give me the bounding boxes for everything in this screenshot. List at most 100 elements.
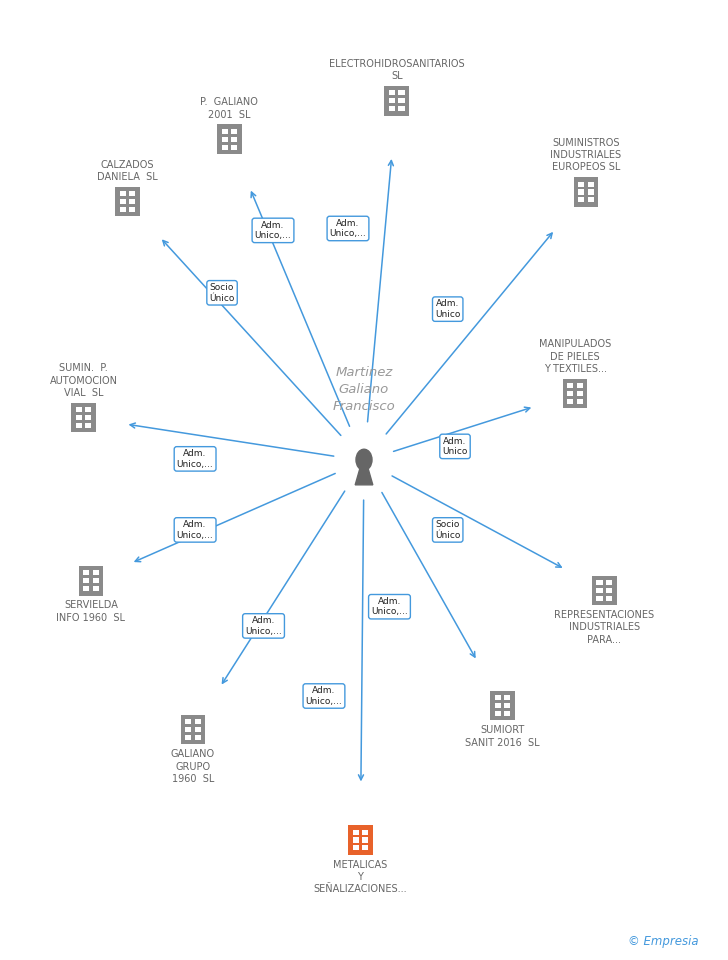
FancyBboxPatch shape xyxy=(398,98,405,104)
Text: SUMIORT
SANIT 2016  SL: SUMIORT SANIT 2016 SL xyxy=(465,725,539,748)
FancyBboxPatch shape xyxy=(83,587,90,591)
FancyBboxPatch shape xyxy=(577,383,583,388)
Text: Adm.
Unico,...: Adm. Unico,... xyxy=(306,686,342,706)
FancyBboxPatch shape xyxy=(129,207,135,212)
FancyBboxPatch shape xyxy=(185,735,191,740)
FancyBboxPatch shape xyxy=(494,703,501,708)
FancyBboxPatch shape xyxy=(587,198,594,203)
FancyBboxPatch shape xyxy=(231,136,237,142)
Text: GALIANO
GRUPO
1960  SL: GALIANO GRUPO 1960 SL xyxy=(171,749,215,784)
FancyBboxPatch shape xyxy=(221,136,228,142)
Text: METALICAS
Y
SEÑALIZACIONES...: METALICAS Y SEÑALIZACIONES... xyxy=(314,859,407,895)
FancyBboxPatch shape xyxy=(92,570,99,575)
FancyBboxPatch shape xyxy=(494,695,501,700)
FancyBboxPatch shape xyxy=(185,719,191,724)
FancyBboxPatch shape xyxy=(79,566,103,595)
FancyBboxPatch shape xyxy=(596,580,603,585)
FancyBboxPatch shape xyxy=(221,129,228,133)
FancyBboxPatch shape xyxy=(221,145,228,150)
FancyBboxPatch shape xyxy=(194,727,201,732)
FancyBboxPatch shape xyxy=(181,715,205,744)
Text: SUMINISTROS
INDUSTRIALES
EUROPEOS SL: SUMINISTROS INDUSTRIALES EUROPEOS SL xyxy=(550,137,622,173)
FancyBboxPatch shape xyxy=(596,588,603,593)
FancyBboxPatch shape xyxy=(504,703,510,708)
FancyBboxPatch shape xyxy=(504,711,510,716)
FancyBboxPatch shape xyxy=(185,727,191,732)
Text: SUMIN.  P.
AUTOMOCION
VIAL  SL: SUMIN. P. AUTOMOCION VIAL SL xyxy=(50,363,118,398)
Text: Socio
Único: Socio Único xyxy=(210,283,234,302)
FancyBboxPatch shape xyxy=(194,719,201,724)
FancyBboxPatch shape xyxy=(578,198,585,203)
Text: Adm.
Unico: Adm. Unico xyxy=(435,300,460,319)
FancyBboxPatch shape xyxy=(129,191,135,196)
FancyBboxPatch shape xyxy=(348,826,373,854)
FancyBboxPatch shape xyxy=(217,125,242,154)
FancyBboxPatch shape xyxy=(231,145,237,150)
FancyBboxPatch shape xyxy=(231,129,237,133)
FancyBboxPatch shape xyxy=(577,399,583,404)
FancyBboxPatch shape xyxy=(606,588,612,593)
Circle shape xyxy=(356,449,372,470)
FancyBboxPatch shape xyxy=(83,570,90,575)
Text: CALZADOS
DANIELA  SL: CALZADOS DANIELA SL xyxy=(97,159,158,182)
FancyBboxPatch shape xyxy=(494,711,501,716)
FancyBboxPatch shape xyxy=(194,735,201,740)
FancyBboxPatch shape xyxy=(92,587,99,591)
FancyBboxPatch shape xyxy=(83,578,90,584)
Text: P.  GALIANO
2001  SL: P. GALIANO 2001 SL xyxy=(200,97,258,120)
FancyBboxPatch shape xyxy=(587,189,594,195)
FancyBboxPatch shape xyxy=(352,846,359,851)
Text: MANIPULADOS
DE PIELES
Y TEXTILES...: MANIPULADOS DE PIELES Y TEXTILES... xyxy=(539,339,612,374)
FancyBboxPatch shape xyxy=(389,90,395,95)
Text: Socio
Único: Socio Único xyxy=(435,520,460,540)
Text: © Empresia: © Empresia xyxy=(628,935,699,948)
Text: Adm.
Unico,...: Adm. Unico,... xyxy=(245,616,282,636)
FancyBboxPatch shape xyxy=(76,423,82,428)
FancyBboxPatch shape xyxy=(567,383,574,388)
Text: Adm.
Unico,...: Adm. Unico,... xyxy=(371,597,408,616)
FancyBboxPatch shape xyxy=(606,596,612,601)
FancyBboxPatch shape xyxy=(563,379,587,408)
Text: Adm.
Unico,...: Adm. Unico,... xyxy=(255,221,291,240)
FancyBboxPatch shape xyxy=(606,580,612,585)
FancyBboxPatch shape xyxy=(119,199,126,204)
Text: Martinez
Galiano
Francisco: Martinez Galiano Francisco xyxy=(333,366,395,413)
FancyBboxPatch shape xyxy=(71,403,96,432)
Text: Adm.
Unico,...: Adm. Unico,... xyxy=(330,219,366,238)
FancyBboxPatch shape xyxy=(578,189,585,195)
FancyBboxPatch shape xyxy=(574,178,598,206)
FancyBboxPatch shape xyxy=(76,407,82,412)
Text: REPRESENTACIONES
INDUSTRIALES
PARA...: REPRESENTACIONES INDUSTRIALES PARA... xyxy=(554,610,654,645)
FancyBboxPatch shape xyxy=(587,181,594,186)
Text: ELECTROHIDROSANITARIOS
SL: ELECTROHIDROSANITARIOS SL xyxy=(329,59,464,82)
Text: Adm.
Unico,...: Adm. Unico,... xyxy=(177,449,213,468)
FancyBboxPatch shape xyxy=(352,837,359,843)
FancyBboxPatch shape xyxy=(398,107,405,111)
FancyBboxPatch shape xyxy=(362,829,368,834)
Text: Adm.
Unico,...: Adm. Unico,... xyxy=(177,520,213,540)
Polygon shape xyxy=(355,469,373,485)
FancyBboxPatch shape xyxy=(577,391,583,396)
FancyBboxPatch shape xyxy=(129,199,135,204)
FancyBboxPatch shape xyxy=(362,837,368,843)
FancyBboxPatch shape xyxy=(596,596,603,601)
FancyBboxPatch shape xyxy=(362,846,368,851)
FancyBboxPatch shape xyxy=(85,423,92,428)
Text: Adm.
Unico: Adm. Unico xyxy=(443,437,467,456)
FancyBboxPatch shape xyxy=(398,90,405,95)
FancyBboxPatch shape xyxy=(592,576,617,605)
FancyBboxPatch shape xyxy=(352,829,359,834)
FancyBboxPatch shape xyxy=(504,695,510,700)
Text: SERVIELDA
INFO 1960  SL: SERVIELDA INFO 1960 SL xyxy=(57,600,125,623)
FancyBboxPatch shape xyxy=(85,407,92,412)
FancyBboxPatch shape xyxy=(115,187,140,216)
FancyBboxPatch shape xyxy=(85,415,92,420)
FancyBboxPatch shape xyxy=(567,391,574,396)
FancyBboxPatch shape xyxy=(389,98,395,104)
FancyBboxPatch shape xyxy=(119,207,126,212)
FancyBboxPatch shape xyxy=(384,86,409,115)
FancyBboxPatch shape xyxy=(490,691,515,720)
FancyBboxPatch shape xyxy=(119,191,126,196)
FancyBboxPatch shape xyxy=(92,578,99,584)
FancyBboxPatch shape xyxy=(389,107,395,111)
